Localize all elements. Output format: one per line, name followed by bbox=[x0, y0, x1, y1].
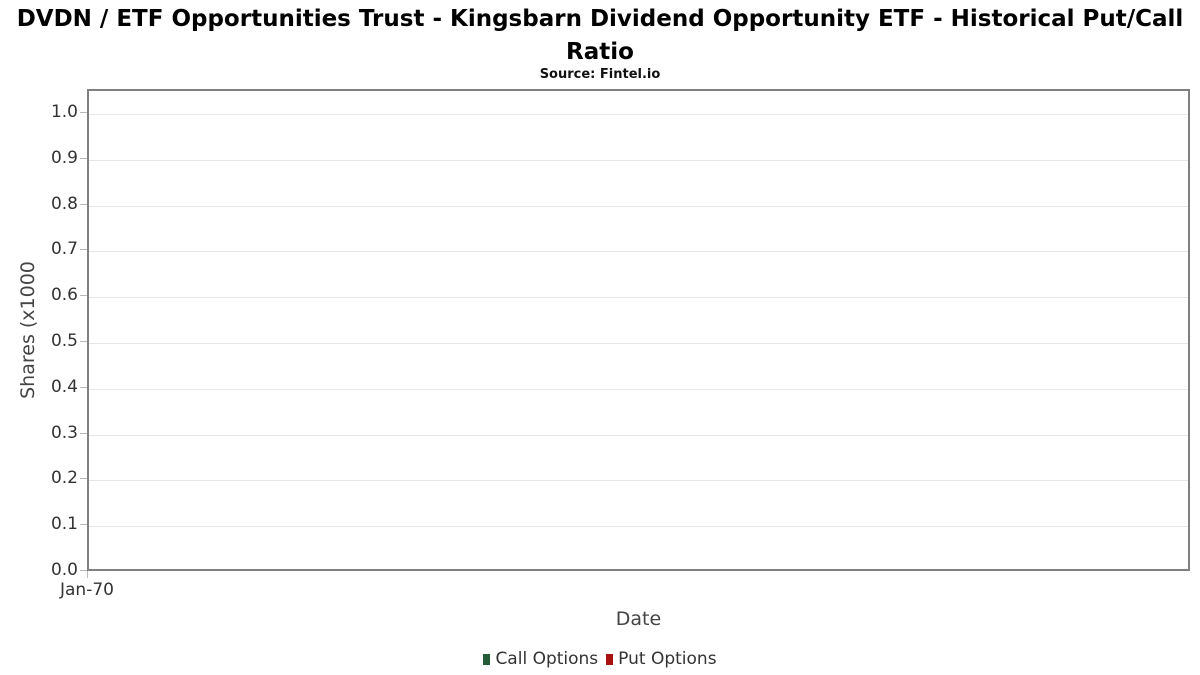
gridline-y-0.3 bbox=[89, 435, 1188, 436]
y-tick-mark-0.3 bbox=[80, 433, 87, 434]
y-tick-label-0.7: 0.7 bbox=[50, 239, 78, 259]
y-tick-mark-0.9 bbox=[80, 158, 87, 159]
gridline-y-0.8 bbox=[89, 206, 1188, 207]
y-tick-label-0.6: 0.6 bbox=[50, 285, 78, 305]
y-tick-label-0.3: 0.3 bbox=[50, 423, 78, 443]
y-tick-mark-0.8 bbox=[80, 204, 87, 205]
y-tick-label-0.1: 0.1 bbox=[50, 514, 78, 534]
y-tick-mark-0.1 bbox=[80, 524, 87, 525]
legend-label-call-options: Call Options bbox=[495, 649, 599, 669]
gridline-y-0.6 bbox=[89, 297, 1188, 298]
y-tick-mark-0.5 bbox=[80, 341, 87, 342]
y-tick-label-0.8: 0.8 bbox=[50, 194, 78, 214]
legend-label-put-options: Put Options bbox=[618, 649, 717, 669]
gridline-y-0.9 bbox=[89, 160, 1188, 161]
gridline-y-0.7 bbox=[89, 251, 1188, 252]
gridline-y-0.5 bbox=[89, 343, 1188, 344]
y-axis-title: Shares (x1000 bbox=[17, 261, 39, 399]
y-tick-mark-1.0 bbox=[80, 112, 87, 113]
x-tick-label: Jan-70 bbox=[60, 580, 114, 600]
y-tick-mark-0.0 bbox=[80, 570, 87, 571]
call-options-swatch-icon bbox=[483, 653, 491, 665]
gridline-y-0.4 bbox=[89, 389, 1188, 390]
y-tick-label-0.9: 0.9 bbox=[50, 148, 78, 168]
gridline-y-1.0 bbox=[89, 114, 1188, 115]
x-tick-mark-Jan-70 bbox=[87, 571, 88, 578]
chart-title: DVDN / ETF Opportunities Trust - Kingsba… bbox=[16, 6, 1184, 65]
legend: Call Options Put Options bbox=[0, 648, 1200, 670]
gridline-y-0.2 bbox=[89, 480, 1188, 481]
x-axis-title: Date bbox=[615, 608, 662, 630]
y-tick-mark-0.4 bbox=[80, 387, 87, 388]
y-tick-label-0.4: 0.4 bbox=[50, 377, 78, 397]
legend-item-put-options: Put Options bbox=[606, 648, 717, 670]
y-tick-label-0.5: 0.5 bbox=[50, 331, 78, 351]
put-options-swatch-icon bbox=[606, 653, 614, 665]
y-tick-label-0.0: 0.0 bbox=[50, 560, 78, 580]
y-tick-mark-0.7 bbox=[80, 249, 87, 250]
legend-item-call-options: Call Options bbox=[483, 648, 598, 670]
gridline-y-0.1 bbox=[89, 526, 1188, 527]
y-tick-label-0.2: 0.2 bbox=[50, 468, 78, 488]
chart-source-subtitle: Source: Fintel.io bbox=[539, 67, 661, 82]
y-tick-mark-0.6 bbox=[80, 295, 87, 296]
plot-area bbox=[87, 89, 1190, 571]
y-tick-label-1.0: 1.0 bbox=[50, 102, 78, 122]
y-tick-mark-0.2 bbox=[80, 478, 87, 479]
